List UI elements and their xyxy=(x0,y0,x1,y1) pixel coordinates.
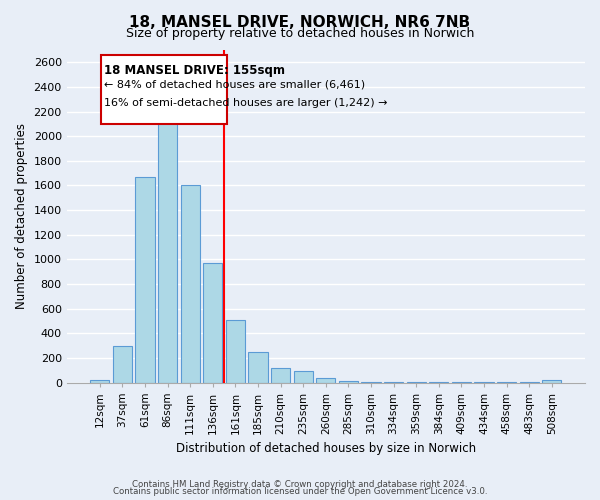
X-axis label: Distribution of detached houses by size in Norwich: Distribution of detached houses by size … xyxy=(176,442,476,455)
Bar xyxy=(226,320,245,382)
Text: 18 MANSEL DRIVE: 155sqm: 18 MANSEL DRIVE: 155sqm xyxy=(104,64,285,76)
Text: Contains public sector information licensed under the Open Government Licence v3: Contains public sector information licen… xyxy=(113,487,487,496)
Bar xyxy=(271,368,290,382)
Bar xyxy=(542,380,562,382)
Text: Size of property relative to detached houses in Norwich: Size of property relative to detached ho… xyxy=(126,28,474,40)
Bar xyxy=(136,177,155,382)
Bar xyxy=(203,263,223,382)
Bar xyxy=(113,346,132,383)
Bar xyxy=(316,378,335,382)
Text: 18, MANSEL DRIVE, NORWICH, NR6 7NB: 18, MANSEL DRIVE, NORWICH, NR6 7NB xyxy=(130,15,470,30)
Bar xyxy=(248,352,268,382)
Bar xyxy=(293,371,313,382)
Text: 16% of semi-detached houses are larger (1,242) →: 16% of semi-detached houses are larger (… xyxy=(104,98,388,108)
FancyBboxPatch shape xyxy=(101,55,227,124)
Bar xyxy=(90,380,109,382)
Bar xyxy=(158,120,177,382)
Text: ← 84% of detached houses are smaller (6,461): ← 84% of detached houses are smaller (6,… xyxy=(104,80,365,90)
Bar xyxy=(181,186,200,382)
Text: Contains HM Land Registry data © Crown copyright and database right 2024.: Contains HM Land Registry data © Crown c… xyxy=(132,480,468,489)
Y-axis label: Number of detached properties: Number of detached properties xyxy=(15,124,28,310)
